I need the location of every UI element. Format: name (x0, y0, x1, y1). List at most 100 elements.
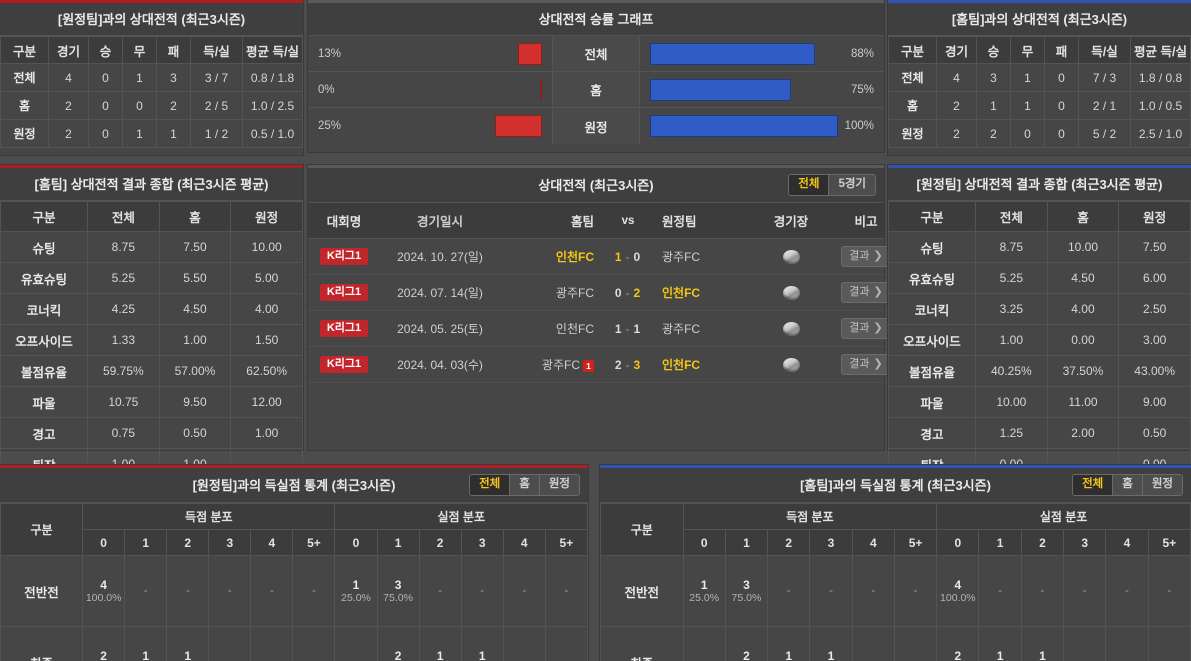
table-row: 전체 4 3 1 0 7 / 3 1.8 / 0.8 (888, 63, 1191, 92)
match-row[interactable]: K리그1 2024. 05. 25(토) 인천FC 1-1 광주FC 결과 ❯ (308, 311, 891, 347)
cell-gf-ga: 2 / 1 (1078, 91, 1131, 120)
tab-away-dist-all[interactable]: 전체 (470, 475, 511, 495)
cell-scored: - (250, 626, 294, 661)
tab-home-dist-all[interactable]: 전체 (1073, 475, 1114, 495)
table-header-row: 구분 전체 홈 원정 (888, 201, 1191, 232)
tab-matches-all[interactable]: 전체 (789, 175, 830, 195)
away-summary-panel: [원정팀] 상대전적 결과 종합 (최근3시즌 평균) 구분 전체 홈 원정 슈… (888, 165, 1191, 480)
cell-stat-label: 유효슈팅 (0, 262, 88, 294)
cell-count: 1 (827, 648, 835, 661)
match-venue[interactable] (756, 356, 826, 373)
cell-stat-value: 0.75 (87, 417, 160, 449)
match-row[interactable]: K리그1 2024. 10. 27(일) 인천FC 1-0 광주FC 결과 ❯ (308, 239, 891, 275)
result-button[interactable]: 결과 ❯ (841, 282, 891, 303)
tab-away-dist-away[interactable]: 원정 (539, 475, 579, 495)
home-pct-home: 75% (850, 83, 874, 96)
match-versus: 인천FC 1-0 광주FC (500, 248, 756, 265)
cell-conceded: 3 75.0% (376, 555, 420, 627)
away-record-table: 구분 경기 승 무 패 득/실 평균 득/실 전체 4 0 1 3 3 / 7 … (0, 36, 303, 148)
cell-stat-value: 6.00 (1118, 262, 1191, 294)
cell-win: 0 (88, 91, 123, 120)
col-draw: 무 (122, 36, 157, 64)
away-pct-total: 13% (318, 47, 342, 60)
cell-label: 전체 (0, 63, 49, 92)
table-row: 전체 4 0 1 3 3 / 7 0.8 / 1.8 (0, 63, 303, 92)
cell-loss: 3 (156, 63, 191, 92)
stadium-icon[interactable] (782, 322, 800, 336)
home-score: 1 (614, 249, 623, 264)
table-header-row: 구분 득점 분포 실점 분포 (0, 503, 588, 556)
chevron-right-icon: ❯ (873, 358, 883, 370)
cell-stat-value: 8.75 (87, 231, 160, 263)
table-row: 슈팅 8.75 7.50 10.00 (0, 231, 303, 263)
result-button[interactable]: 결과 ❯ (841, 318, 891, 339)
result-button[interactable]: 결과 ❯ (841, 354, 891, 375)
cell-conceded: 250.0% (936, 626, 980, 661)
home-dist-tab-group[interactable]: 전체 홈 원정 (1072, 474, 1183, 496)
col-bucket-4: 4 (851, 529, 895, 556)
cell-scored: 250.0% (82, 626, 126, 661)
home-record-title: [홈팀]과의 상대전적 (최근3시즌) (888, 3, 1191, 36)
col-bucket-0: 0 (682, 529, 726, 556)
cell-avg: 2.5 / 1.0 (1130, 119, 1191, 148)
match-versus: 인천FC 1-1 광주FC (500, 320, 756, 337)
cell-avg: 1.0 / 0.5 (1130, 91, 1191, 120)
cell-stat-value: 9.00 (1118, 386, 1191, 418)
league-badge: K리그1 (319, 248, 369, 265)
cell-label: 전체 (888, 63, 937, 92)
match-venue[interactable] (756, 248, 826, 265)
cell-stat-value: 10.00 (1046, 231, 1120, 263)
tab-away-dist-home[interactable]: 홈 (510, 475, 540, 495)
cell-conceded: - (334, 626, 378, 661)
table-row: 오프사이드 1.33 1.00 1.50 (0, 324, 303, 356)
home-score: 1 (614, 321, 623, 336)
graph-category-total: 전체 (552, 36, 640, 71)
away-dist-tab-group[interactable]: 전체 홈 원정 (469, 474, 580, 496)
stadium-icon[interactable] (782, 286, 800, 300)
graph-left-away: 25% (308, 108, 552, 144)
cell-win: 0 (88, 63, 123, 92)
home-team-name: 광주FC (555, 286, 594, 300)
col-venue: 경기장 (773, 215, 809, 229)
col-total: 전체 (975, 201, 1048, 232)
cell-stat-value: 1.25 (975, 417, 1048, 449)
match-row[interactable]: K리그1 2024. 07. 14(일) 광주FC 0-2 인천FC 결과 ❯ (308, 275, 891, 311)
away-score: 0 (633, 249, 642, 264)
cell-conceded: - (1105, 626, 1149, 661)
tab-home-dist-home[interactable]: 홈 (1113, 475, 1143, 495)
col-gf-ga: 득/실 (1078, 36, 1131, 64)
col-away: 원정 (230, 201, 303, 232)
cell-gf-ga: 5 / 2 (1078, 119, 1131, 148)
cell-stat-label: 파울 (888, 386, 976, 418)
table-row: 볼점유율 40.25% 37.50% 43.00% (888, 355, 1191, 387)
cell-stat-value: 57.00% (158, 355, 232, 387)
matches-tab-group[interactable]: 전체 5경기 (788, 174, 876, 196)
cell-empty: - (480, 585, 485, 597)
cell-conceded: - (1063, 626, 1107, 661)
stadium-icon[interactable] (782, 358, 800, 372)
tab-matches-last5[interactable]: 5경기 (829, 175, 875, 195)
away-bar-track-home (354, 72, 542, 107)
cell-games: 2 (48, 91, 89, 120)
home-dist-title: [홈팀]과의 득실점 통계 (최근3시즌) 전체 홈 원정 (600, 468, 1191, 503)
cell-empty: - (914, 656, 918, 661)
cell-count: 1 (184, 648, 192, 661)
cell-empty: - (702, 656, 706, 661)
match-venue[interactable] (756, 284, 826, 301)
away-dist-table: 구분 득점 분포 실점 분포 0 1 2 3 4 5+ 0 1 2 3 4 5+ 전반전 4 100.0%… (0, 503, 589, 661)
match-venue[interactable] (756, 320, 826, 337)
table-row: 원정 2 0 1 1 1 / 2 0.5 / 1.0 (0, 119, 303, 148)
cell-scored: 125.0% (809, 626, 853, 661)
cell-win: 3 (976, 63, 1011, 92)
tab-home-dist-away[interactable]: 원정 (1142, 475, 1182, 495)
result-button[interactable]: 결과 ❯ (841, 246, 891, 267)
table-row: 유효슈팅 5.25 5.50 5.00 (0, 262, 303, 294)
cell-empty: - (522, 656, 526, 661)
home-bar-track-total (650, 36, 838, 71)
cell-loss: 0 (1044, 63, 1079, 92)
graph-category-home: 홈 (552, 72, 640, 107)
home-dist-title-text: [홈팀]과의 득실점 통계 (최근3시즌) (800, 478, 991, 493)
cell-empty: - (998, 585, 1003, 597)
stadium-icon[interactable] (782, 250, 800, 264)
match-row[interactable]: K리그1 2024. 04. 03(수) 광주FC 1 2-3 인천FC 결과 ❯ (308, 347, 891, 383)
